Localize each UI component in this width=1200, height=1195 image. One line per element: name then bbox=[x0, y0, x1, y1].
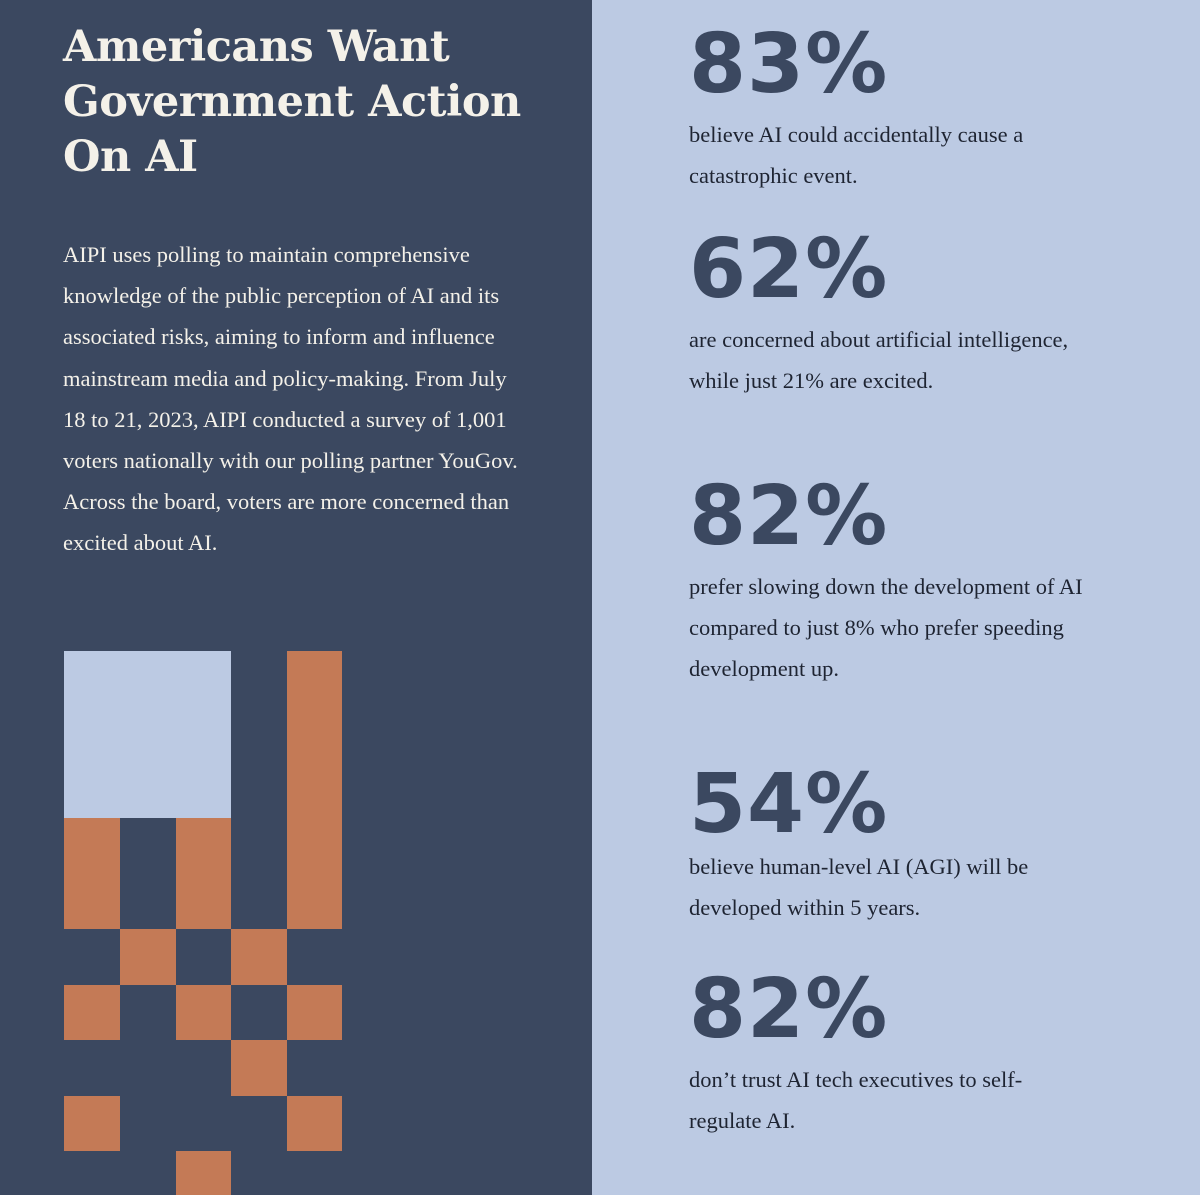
page-title-line: Government Action bbox=[63, 77, 521, 127]
stat-description: believe human-level AI (AGI) will be dev… bbox=[689, 854, 1029, 921]
mosaic-block bbox=[176, 985, 231, 1040]
mosaic-block bbox=[231, 1040, 287, 1096]
mosaic-block bbox=[64, 985, 120, 1040]
stat-item: 82% prefer slowing down the development … bbox=[689, 476, 1119, 690]
stat-percentage: 62% bbox=[689, 222, 889, 317]
mosaic-block bbox=[287, 985, 342, 1040]
mosaic-block bbox=[176, 1151, 231, 1195]
stat-description: don’t trust AI tech executives to self-r… bbox=[689, 1067, 1023, 1134]
mosaic-block bbox=[287, 1096, 342, 1151]
page-title-line: On AI bbox=[63, 132, 198, 182]
stat-percentage: 83% bbox=[689, 17, 889, 112]
mosaic-block bbox=[176, 818, 231, 929]
stat-description: are concerned about artificial intellige… bbox=[689, 327, 1069, 394]
stat-item: 82% don’t trust AI tech executives to se… bbox=[689, 969, 1119, 1141]
mosaic-block bbox=[64, 818, 120, 929]
stats-panel: 83% believe AI could accidentally cause … bbox=[592, 0, 1200, 1195]
stat-description: prefer slowing down the development of A… bbox=[689, 574, 1083, 682]
stat-percentage: 82% bbox=[689, 469, 889, 564]
stat-description: believe AI could accidentally cause a ca… bbox=[689, 122, 1024, 189]
page-title-line: Americans Want bbox=[63, 22, 450, 72]
stat-item: 54% believe human-level AI (AGI) will be… bbox=[689, 764, 1119, 928]
stat-item: 62% are concerned about artificial intel… bbox=[689, 229, 1119, 401]
decorative-mosaic bbox=[64, 651, 342, 1195]
stat-item: 83% believe AI could accidentally cause … bbox=[689, 24, 1119, 196]
mosaic-block bbox=[287, 651, 342, 929]
mosaic-block bbox=[64, 1096, 120, 1151]
mosaic-block bbox=[231, 929, 287, 985]
page-title: Americans Want Government Action On AI bbox=[63, 20, 563, 185]
stat-percentage: 82% bbox=[689, 962, 889, 1057]
stat-percentage: 54% bbox=[689, 757, 889, 852]
intro-panel: Americans Want Government Action On AI A… bbox=[0, 0, 592, 1195]
mosaic-block bbox=[120, 929, 176, 985]
intro-paragraph: AIPI uses polling to maintain comprehens… bbox=[63, 242, 518, 556]
mosaic-block-light bbox=[64, 651, 231, 818]
